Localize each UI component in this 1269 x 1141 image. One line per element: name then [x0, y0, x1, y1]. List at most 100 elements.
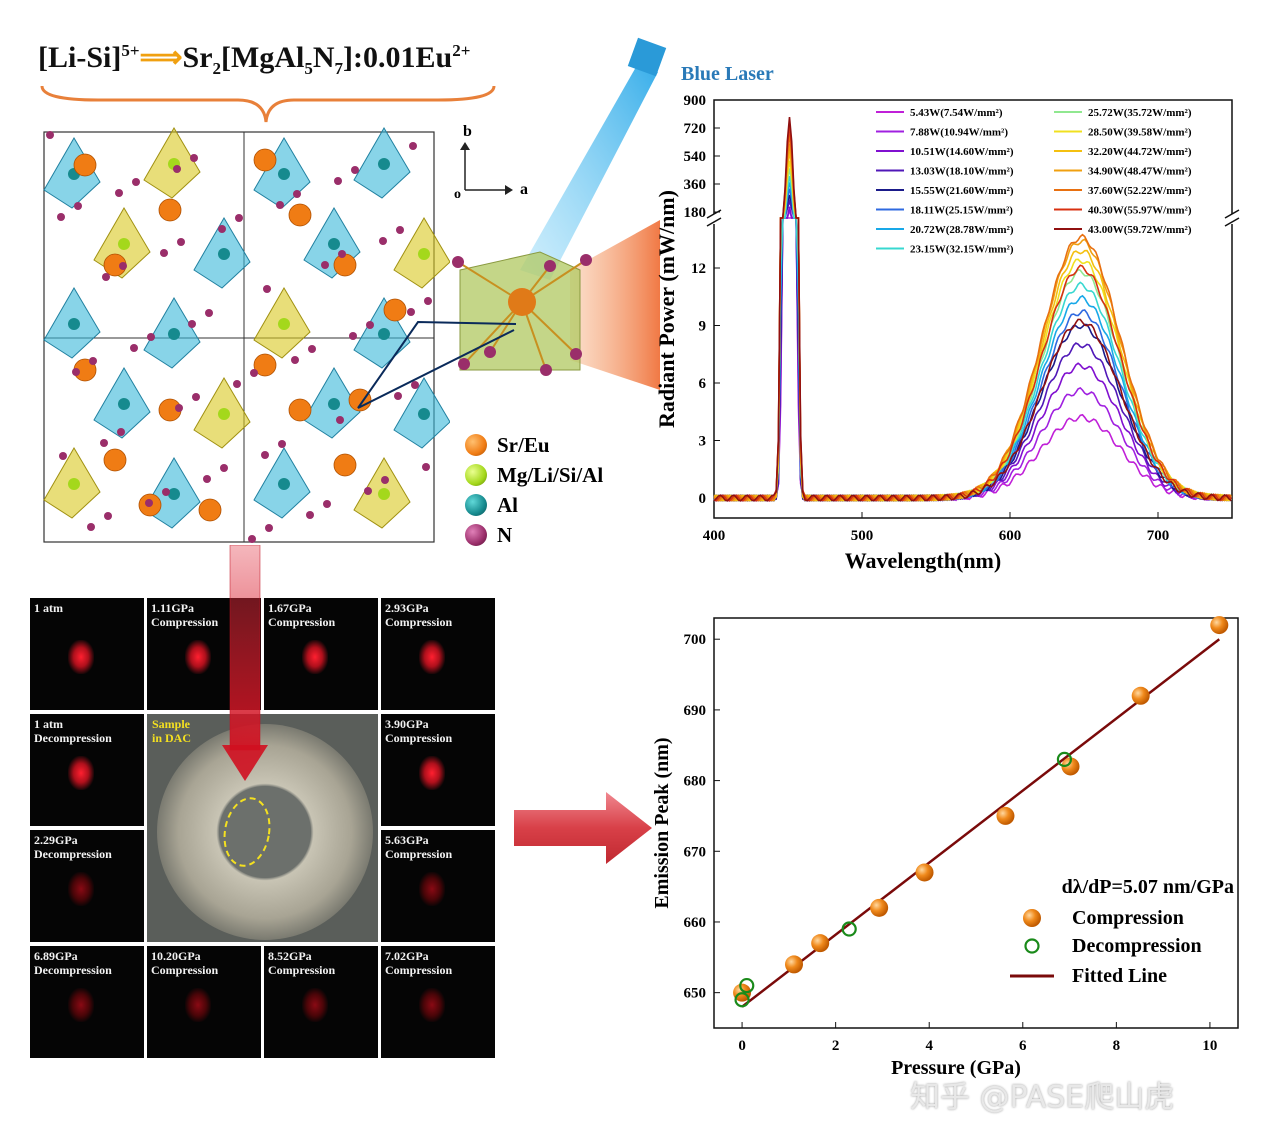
luminescence-image-cell: 3.90GPa Compression: [381, 714, 495, 826]
decompression-point: [734, 992, 750, 1008]
n-atom: [72, 368, 80, 376]
center-atom: [378, 158, 390, 170]
emission-spot: [68, 756, 94, 790]
decompression-point: [841, 921, 857, 937]
emission-spot: [302, 988, 328, 1022]
sr-eu-atom: [158, 198, 182, 222]
n-atom: [59, 452, 67, 460]
x-tick-label: 6: [1019, 1038, 1027, 1054]
pressure-label: 1.67GPa: [268, 601, 312, 615]
luminescence-image-cell: 2.29GPa Decompression: [30, 830, 144, 942]
luminescence-image-cell: 7.02GPa Compression: [381, 946, 495, 1058]
compression-point: [1061, 757, 1080, 776]
x-tick-label: 10: [1202, 1038, 1217, 1054]
center-atom: [418, 248, 430, 260]
laser-head-icon: [627, 37, 667, 77]
figure-title: [Li-Si]5+⟹Sr2[MgAl5N7]:0.01Eu2+: [38, 41, 471, 78]
y-tick-label: 700: [684, 632, 707, 648]
mode-label: Compression: [385, 615, 453, 629]
lattice-axes-icon: b a o: [454, 123, 528, 202]
center-atom: [68, 318, 80, 330]
n-atom: [175, 404, 183, 412]
luminescence-image-cell: 5.63GPa Compression: [381, 830, 495, 942]
n-atom: [351, 166, 359, 174]
n-atom: [278, 440, 286, 448]
compression-point: [785, 955, 804, 974]
n-atom: [265, 524, 273, 532]
y-tick-label: 6: [699, 376, 707, 392]
center-atom: [278, 318, 290, 330]
n-atom: [409, 142, 417, 150]
n-atom: [338, 250, 346, 258]
mode-label: Decompression: [34, 847, 112, 861]
atom-label: Sr/Eu: [497, 432, 550, 457]
sr-eu-atom: [198, 498, 222, 522]
pressure-label: 3.90GPa: [385, 717, 429, 731]
n-atom: [173, 165, 181, 173]
n-atom: [411, 381, 419, 389]
compression-point: [811, 934, 830, 953]
pressure-label: 5.63GPa: [385, 833, 429, 847]
mode-label: Compression: [268, 963, 336, 977]
center-atom: [118, 238, 130, 250]
n-atom: [250, 369, 258, 377]
mode-label: Compression: [385, 963, 453, 977]
atom-label: Mg/Li/Si/Al: [497, 462, 604, 487]
luminescence-image-cell: 1.67GPa Compression: [264, 598, 378, 710]
legend-label: 15.55W(21.60W/mm²): [910, 185, 1014, 197]
compression-point: [1131, 686, 1150, 705]
luminescence-image-cell: 8.52GPa Compression: [264, 946, 378, 1058]
x-axis-label: Wavelength(nm): [845, 548, 1001, 573]
atom-legend-item: Sr/Eu: [465, 430, 603, 460]
compression-point: [996, 806, 1015, 825]
y-tick-label: 9: [699, 319, 707, 335]
sr-eu-atom: [333, 453, 357, 477]
legend-label: 5.43W(7.54W/mm²): [910, 107, 1003, 119]
sr-eu-atom: [288, 203, 312, 227]
n-atom: [104, 512, 112, 520]
emission-spot: [419, 988, 445, 1022]
compression-point: [870, 898, 889, 917]
x-axis-label: Pressure (GPa): [891, 1057, 1021, 1079]
n-atom: [379, 237, 387, 245]
center-atom: [278, 478, 290, 490]
luminescence-image-cell: 2.93GPa Compression: [381, 598, 495, 710]
n-atom: [87, 523, 95, 531]
pressure-label: 1 atm: [34, 601, 63, 615]
y-tick-label: 720: [684, 121, 707, 137]
n-atom: [261, 451, 269, 459]
y-tick-label: 3: [699, 434, 707, 450]
n-atom: [323, 500, 331, 508]
n-atom: [306, 511, 314, 519]
pressure-label: 10.20GPa: [151, 949, 201, 963]
n-atom: [276, 201, 284, 209]
n-atom: [424, 297, 432, 305]
emission-spot: [419, 872, 445, 906]
decompression-point: [1056, 751, 1073, 767]
n-atom: [235, 214, 243, 222]
sr-eu-atom: [253, 148, 277, 172]
sample-label: Sample in DAC: [152, 717, 192, 745]
legend-label: Fitted Line: [1072, 965, 1167, 987]
atom-label: Al: [497, 492, 518, 517]
n-atom: [203, 475, 211, 483]
mode-label: Compression: [151, 963, 219, 977]
mode-label: Compression: [385, 731, 453, 745]
sr-eu-atom: [103, 448, 127, 472]
al-atom-icon: [465, 494, 487, 516]
n-atom: [308, 345, 316, 353]
plot-frame: [713, 99, 1233, 519]
mode-label: Compression: [385, 847, 453, 861]
emission-spot: [68, 872, 94, 906]
watermark: 知乎 @PASE爬山虎: [910, 1080, 1175, 1115]
emission-spot: [185, 640, 211, 674]
sr-eu-atom-icon: [465, 434, 487, 456]
n-atom: [132, 178, 140, 186]
decompression-point: [739, 977, 755, 994]
brace-icon: [40, 85, 496, 123]
spectrum-series-line: [713, 194, 1232, 502]
legend-label: 7.88W(10.94W/mm²): [910, 127, 1008, 139]
mode-label: Decompression: [34, 963, 112, 977]
n-atom: [291, 356, 299, 364]
n-atom: [145, 499, 153, 507]
